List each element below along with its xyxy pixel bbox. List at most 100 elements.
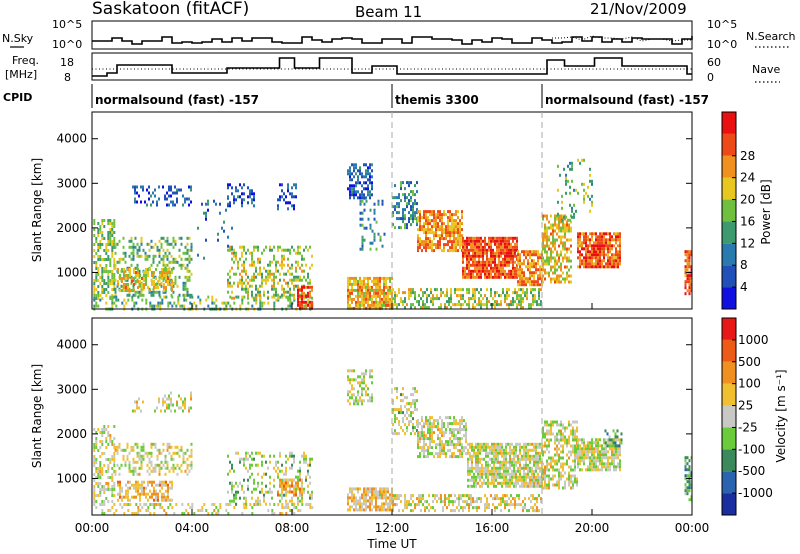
heatmap-cell <box>599 232 601 236</box>
heatmap-cell <box>441 228 443 232</box>
heatmap-cell <box>406 417 408 421</box>
heatmap-cell <box>565 191 567 195</box>
heatmap-cell <box>517 442 519 446</box>
heatmap-cell <box>275 463 277 467</box>
heatmap-cell <box>146 242 149 246</box>
heatmap-cell <box>421 240 423 244</box>
heatmap-cell <box>462 303 464 307</box>
heatmap-cell <box>111 476 114 479</box>
heatmap-cell <box>524 294 526 298</box>
heatmap-cell <box>417 216 419 220</box>
heatmap-cell <box>404 405 406 409</box>
heatmap-cell <box>429 419 431 423</box>
heatmap-cell <box>503 475 505 479</box>
heatmap-cell <box>502 260 504 264</box>
heatmap-cell <box>529 271 531 275</box>
heatmap-cell <box>152 469 155 473</box>
heatmap-cell <box>466 239 468 243</box>
heatmap-cell <box>467 463 469 467</box>
heatmap-cell <box>474 239 476 243</box>
heatmap-cell <box>544 277 546 281</box>
heatmap-cell <box>241 298 244 302</box>
heatmap-cell <box>349 184 351 188</box>
heatmap-cell <box>474 300 476 304</box>
heatmap-cell <box>255 284 257 288</box>
heatmap-cell <box>404 297 406 301</box>
heatmap-cell <box>514 242 516 246</box>
heatmap-cell <box>449 422 451 426</box>
heatmap-cell <box>495 466 497 470</box>
heatmap-cell <box>477 460 479 464</box>
heatmap-cell <box>476 248 478 252</box>
heatmap-cell <box>289 287 291 291</box>
heatmap-cell <box>219 503 222 506</box>
heatmap-cell <box>97 234 100 237</box>
heatmap-cell <box>267 272 269 276</box>
heatmap-cell <box>357 175 359 179</box>
heatmap-cell <box>134 185 136 189</box>
heatmap-cell <box>498 239 500 243</box>
heatmap-cell <box>247 451 249 455</box>
heatmap-cell <box>125 277 127 280</box>
heatmap-cell <box>213 503 216 506</box>
heatmap-cell <box>245 454 247 458</box>
heatmap-cell <box>485 448 487 452</box>
heatmap-cell <box>408 202 410 206</box>
heatmap-cell <box>462 266 464 270</box>
heatmap-cell <box>377 294 379 298</box>
heatmap-cell <box>143 503 146 506</box>
heatmap-cell <box>369 396 371 400</box>
heatmap-cell <box>404 196 406 200</box>
heatmap-cell <box>419 213 421 217</box>
heatmap-cell <box>285 490 287 494</box>
heatmap-cell <box>359 294 361 298</box>
heatmap-cell <box>438 297 440 301</box>
heatmap-cell <box>113 437 116 440</box>
heatmap-cell <box>103 512 106 515</box>
heatmap-cell <box>107 470 110 473</box>
heatmap-cell <box>419 225 421 229</box>
heatmap-cell <box>190 257 193 261</box>
heatmap-cell <box>105 270 108 273</box>
heatmap-cell <box>481 484 483 488</box>
heatmap-cell <box>113 261 116 264</box>
heatmap-cell <box>166 448 169 452</box>
heatmap-cell <box>161 274 163 277</box>
heatmap-cell <box>239 281 241 285</box>
heatmap-cell <box>161 495 163 499</box>
heatmap-cell <box>507 451 509 455</box>
heatmap-cell <box>542 280 544 284</box>
heatmap-cell <box>167 486 169 490</box>
heatmap-cell <box>295 186 297 190</box>
heatmap-cell <box>347 390 349 394</box>
heatmap-cell <box>603 259 605 263</box>
heatmap-cell <box>162 236 165 240</box>
heatmap-cell <box>538 303 540 307</box>
heatmap-cell <box>235 198 237 202</box>
heatmap-cell <box>535 262 537 266</box>
heatmap-cell <box>93 461 96 464</box>
heatmap-cell <box>479 445 481 449</box>
heatmap-cell <box>162 248 165 252</box>
heatmap-cell <box>538 297 540 301</box>
heatmap-cell <box>469 469 471 473</box>
heatmap-cell <box>478 245 480 249</box>
heatmap-cell <box>406 426 408 430</box>
heatmap-cell <box>283 472 285 476</box>
heatmap-cell <box>259 490 261 494</box>
heatmap-cell <box>451 234 453 238</box>
heatmap-cell <box>552 223 554 227</box>
heatmap-cell <box>496 254 498 258</box>
heatmap-cell <box>171 498 173 502</box>
heatmap-cell <box>243 281 245 285</box>
heatmap-cell <box>137 480 139 484</box>
heatmap-cell <box>170 185 172 189</box>
heatmap-cell <box>508 257 510 261</box>
heatmap-cell <box>539 274 541 278</box>
heatmap-cell <box>492 236 494 240</box>
heatmap-cell <box>389 291 391 295</box>
heatmap-cell <box>111 255 114 258</box>
heatmap-cell <box>375 288 377 292</box>
heatmap-cell <box>486 303 488 307</box>
heatmap-cell <box>184 284 187 288</box>
